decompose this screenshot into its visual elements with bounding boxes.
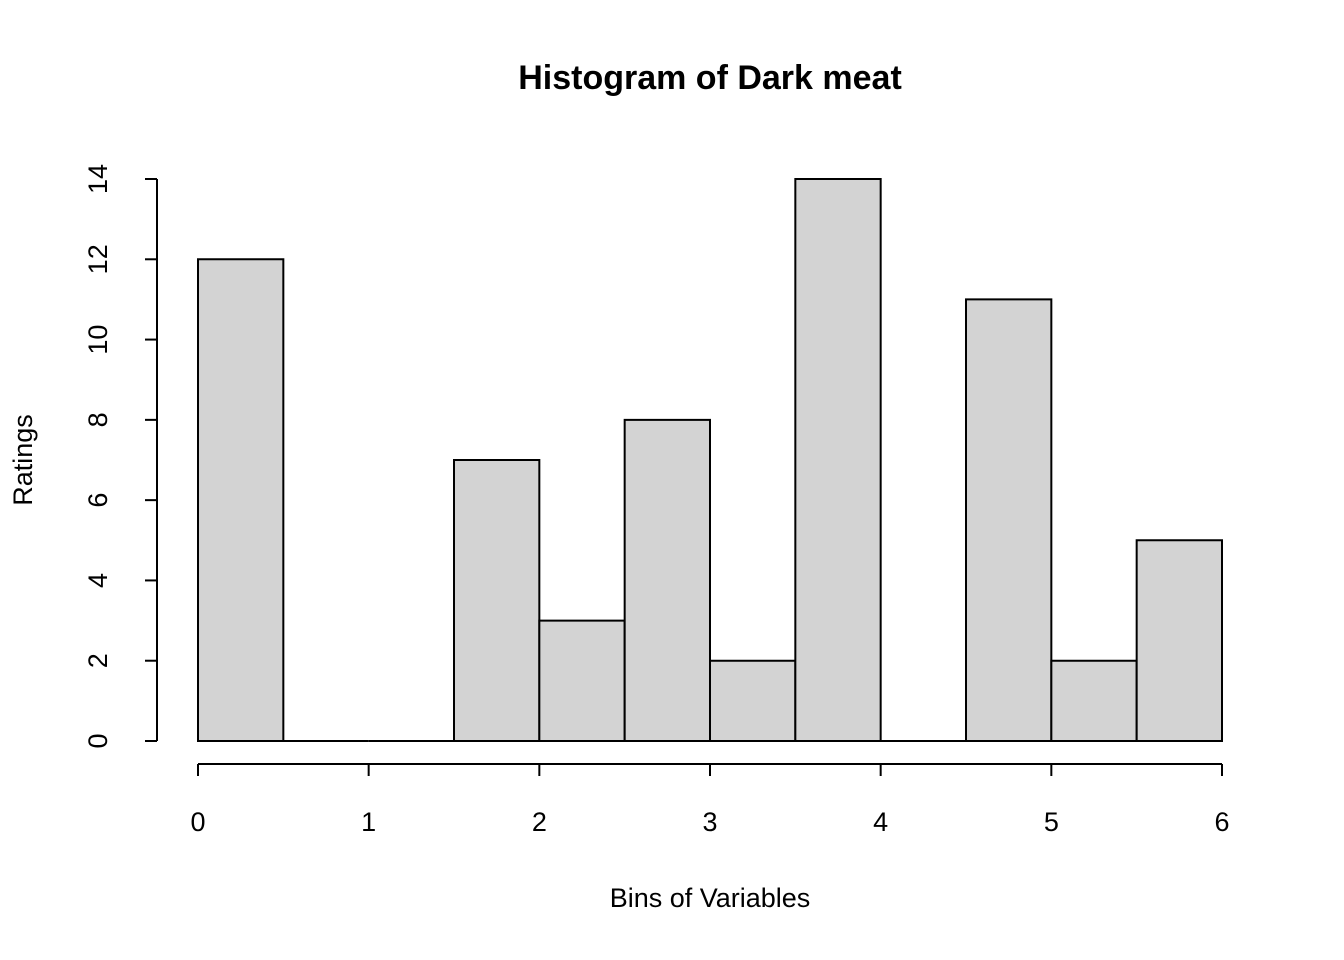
y-axis-label: Ratings (8, 414, 38, 506)
bar (453, 459, 541, 742)
y-tick-label: 6 (83, 493, 113, 508)
x-axis-label: Bins of Variables (610, 883, 811, 913)
x-tick-label: 3 (702, 807, 717, 837)
x-tick-label: 1 (361, 807, 376, 837)
chart-title: Histogram of Dark meat (518, 59, 902, 97)
y-tick-label: 12 (83, 244, 113, 274)
x-tick-label: 4 (873, 807, 888, 837)
bar (538, 619, 626, 742)
bar (1135, 539, 1223, 742)
y-tick-label: 2 (83, 653, 113, 668)
bar (623, 418, 711, 742)
x-tick-label: 2 (532, 807, 547, 837)
x-tick-label: 6 (1214, 807, 1229, 837)
bar (709, 659, 797, 742)
y-tick-label: 8 (83, 412, 113, 427)
x-tick-label: 5 (1044, 807, 1059, 837)
y-tick-label: 0 (83, 733, 113, 748)
bar (965, 298, 1053, 742)
bar (794, 178, 882, 742)
bar (197, 258, 285, 742)
bar (1050, 659, 1138, 742)
y-tick-label: 14 (83, 164, 113, 194)
y-tick-label: 4 (83, 573, 113, 588)
x-tick-label: 0 (190, 807, 205, 837)
y-tick-label: 10 (83, 325, 113, 355)
